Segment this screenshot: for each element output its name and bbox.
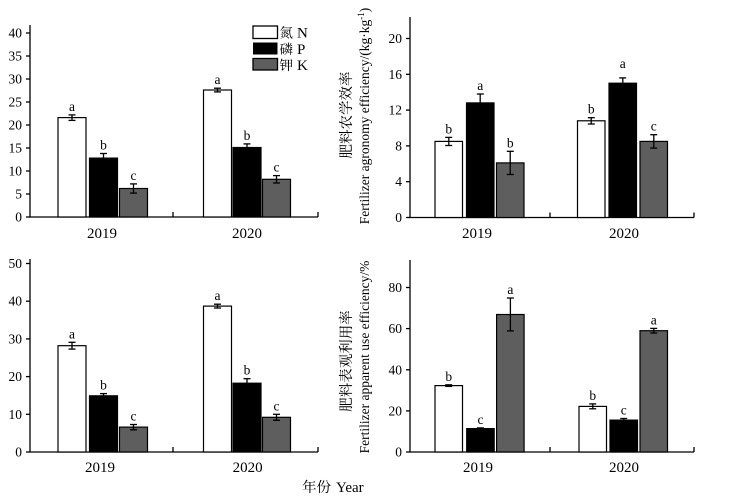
- svg-text:Fertilizer agronomy efficiency: Fertilizer agronomy efficiency/(kg·kg-1): [356, 8, 372, 224]
- svg-text:5: 5: [15, 187, 22, 202]
- svg-text:a: a: [620, 56, 626, 71]
- svg-text:35: 35: [9, 49, 23, 64]
- svg-text:c: c: [131, 168, 137, 183]
- svg-text:2020: 2020: [233, 460, 263, 476]
- svg-text:a: a: [507, 282, 513, 297]
- svg-text:8: 8: [395, 138, 402, 153]
- svg-text:c: c: [651, 119, 657, 134]
- svg-text:b: b: [507, 135, 514, 150]
- svg-text:b: b: [589, 388, 596, 403]
- svg-text:40: 40: [389, 362, 403, 377]
- svg-text:b: b: [244, 363, 251, 378]
- svg-text:a: a: [215, 288, 221, 303]
- svg-text:40: 40: [9, 294, 23, 309]
- svg-text:c: c: [274, 160, 280, 175]
- svg-text:0: 0: [15, 445, 22, 460]
- svg-text:15: 15: [9, 141, 23, 156]
- svg-text:4: 4: [395, 174, 402, 189]
- svg-text:N: N: [297, 26, 308, 42]
- svg-text:c: c: [477, 412, 483, 427]
- svg-text:40: 40: [9, 26, 23, 41]
- svg-text:10: 10: [9, 407, 23, 422]
- svg-text:b: b: [588, 102, 595, 117]
- svg-text:b: b: [100, 138, 107, 153]
- svg-text:a: a: [477, 78, 483, 93]
- svg-text:30: 30: [9, 72, 23, 87]
- svg-text:P: P: [297, 42, 305, 58]
- svg-text:2020: 2020: [232, 226, 262, 242]
- svg-text:12: 12: [389, 103, 403, 118]
- svg-text:2020: 2020: [609, 460, 639, 476]
- svg-text:K: K: [297, 58, 308, 74]
- svg-text:a: a: [69, 99, 75, 114]
- svg-text:20: 20: [9, 118, 23, 133]
- svg-text:2019: 2019: [463, 460, 493, 476]
- svg-text:a: a: [69, 326, 75, 341]
- svg-text:b: b: [445, 121, 452, 136]
- svg-text:60: 60: [389, 321, 403, 336]
- svg-text:20: 20: [389, 403, 403, 418]
- svg-text:Fertilizer contribution rate/%: Fertilizer contribution rate/%: [0, 81, 3, 238]
- svg-text:a: a: [651, 312, 657, 327]
- svg-text:a: a: [215, 72, 221, 87]
- svg-text:Fertilizer contribution rate/%: Fertilizer contribution rate/%: [0, 311, 3, 468]
- svg-text:20: 20: [9, 369, 23, 384]
- svg-text:b: b: [445, 369, 452, 384]
- svg-text:c: c: [621, 402, 627, 417]
- svg-text:80: 80: [389, 280, 403, 295]
- svg-text:50: 50: [9, 256, 23, 271]
- svg-text:Fertilizer apparent use effici: Fertilizer apparent use efficiency/%: [357, 261, 372, 454]
- svg-text:2019: 2019: [462, 226, 492, 242]
- svg-text:20: 20: [389, 31, 403, 46]
- svg-text:16: 16: [389, 67, 403, 82]
- svg-text:0: 0: [395, 445, 402, 460]
- svg-text:b: b: [100, 378, 107, 393]
- svg-text:c: c: [131, 408, 137, 423]
- svg-text:2019: 2019: [85, 460, 115, 476]
- svg-text:b: b: [244, 128, 251, 143]
- svg-text:2020: 2020: [609, 226, 639, 242]
- svg-text:25: 25: [9, 95, 23, 110]
- svg-text:0: 0: [395, 210, 402, 225]
- svg-text:30: 30: [9, 331, 23, 346]
- svg-text:2019: 2019: [87, 226, 117, 242]
- svg-text:10: 10: [9, 164, 23, 179]
- svg-text:Year: Year: [336, 480, 364, 496]
- svg-text:c: c: [274, 398, 280, 413]
- svg-text:0: 0: [15, 210, 22, 225]
